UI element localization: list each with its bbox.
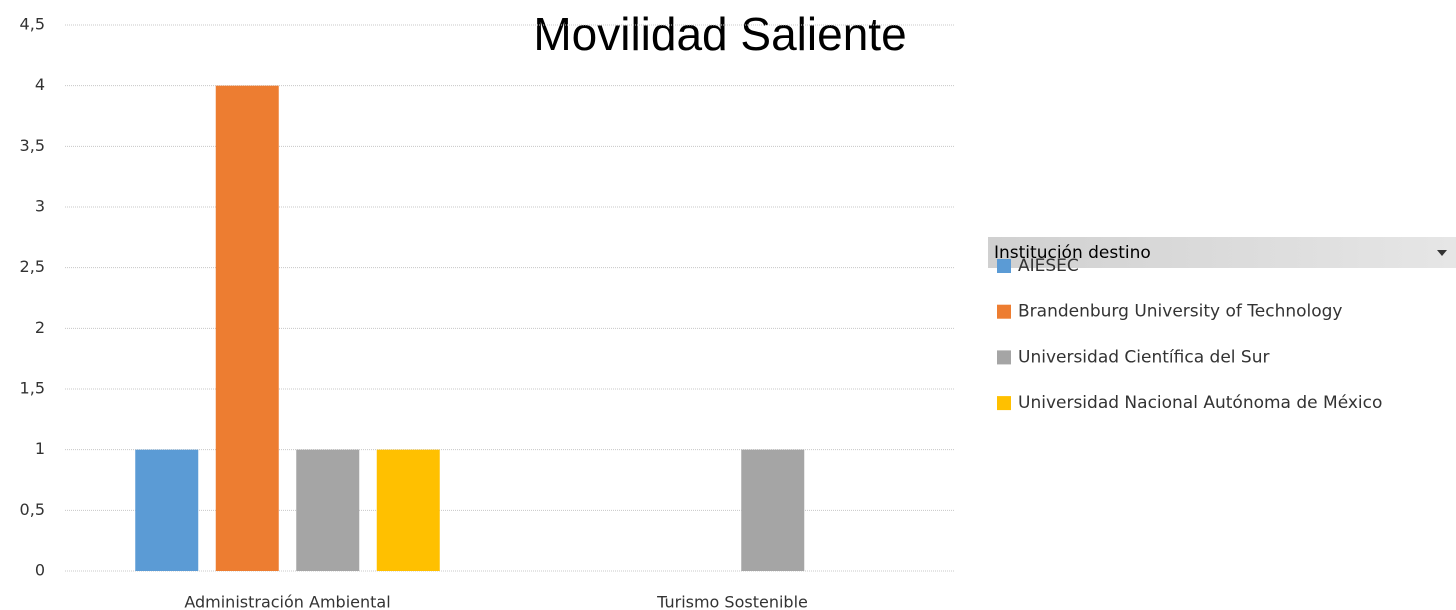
x-tick-label: Turismo Sostenible (656, 593, 808, 610)
legend-label: AIESEC (1018, 256, 1079, 276)
y-tick-label: 2,5 (20, 257, 45, 276)
legend-label: Universidad Científica del Sur (1018, 347, 1269, 367)
y-tick-label: 1,5 (20, 379, 45, 398)
legend-label: Brandenburg University of Technology (1018, 302, 1343, 322)
dropdown-arrow[interactable] (1437, 250, 1447, 256)
y-tick-label: 0,5 (20, 500, 45, 519)
y-tick-label: 2 (35, 318, 45, 337)
bar (135, 449, 199, 571)
bar (215, 85, 279, 572)
bar (376, 449, 440, 571)
y-tick-label: 3 (35, 197, 45, 216)
bar (741, 449, 805, 571)
y-tick-label: 1 (35, 439, 45, 458)
legend-header[interactable] (988, 237, 1456, 268)
legend-title: Institución destino (994, 243, 1151, 263)
legend-swatch (997, 304, 1011, 319)
legend-swatch (997, 350, 1011, 365)
y-tick-label: 3,5 (20, 136, 45, 155)
chart-title: Movilidad Saliente (533, 8, 906, 60)
bar (296, 449, 360, 571)
legend-swatch (997, 396, 1011, 411)
x-tick-label: Administración Ambiental (184, 593, 390, 610)
legend-swatch (997, 259, 1011, 273)
y-tick-label: 0 (35, 561, 45, 580)
y-tick-label: 4 (35, 75, 45, 94)
y-tick-label: 4,5 (20, 15, 45, 34)
legend-label: Universidad Nacional Autónoma de México (1018, 393, 1382, 413)
